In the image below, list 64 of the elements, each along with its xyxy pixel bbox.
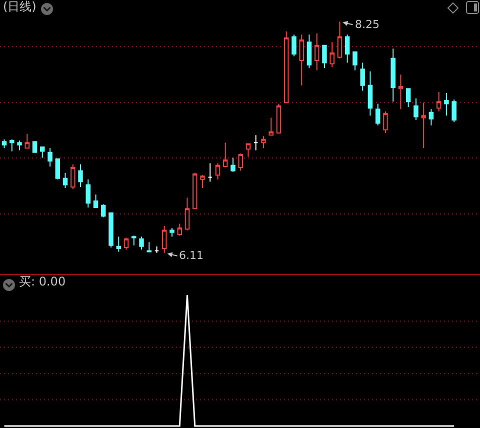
candlestick	[200, 174, 205, 189]
candlestick	[253, 134, 258, 151]
candlestick	[208, 162, 212, 182]
candlestick	[428, 108, 434, 126]
candlestick	[101, 204, 106, 218]
candlestick	[360, 62, 365, 92]
candlestick	[284, 30, 289, 104]
candlestick	[444, 92, 449, 116]
candlestick	[215, 162, 220, 180]
candlestick	[2, 138, 7, 149]
candlestick	[238, 152, 243, 172]
candlestick	[421, 102, 426, 149]
candlestick	[162, 225, 167, 254]
candlestick	[246, 143, 251, 158]
candlestick	[192, 172, 198, 210]
candlestick	[132, 235, 136, 246]
candlestick	[17, 140, 22, 151]
candlestick	[383, 110, 388, 134]
candlestick	[40, 146, 45, 158]
candlestick	[452, 98, 456, 123]
candlestick	[48, 148, 52, 167]
candlestick	[78, 164, 83, 188]
candlestick	[146, 242, 152, 252]
candlestick	[344, 34, 350, 64]
annotation: 6.11	[179, 249, 204, 262]
candlestick	[268, 117, 274, 136]
candlestick	[108, 212, 114, 248]
candlestick	[436, 91, 442, 112]
candlestick	[230, 157, 236, 172]
candlestick	[222, 142, 228, 167]
candlestick	[93, 194, 98, 208]
candlestick	[62, 172, 68, 189]
candlestick	[368, 70, 373, 116]
candlestick	[398, 74, 404, 110]
candlestick	[124, 237, 129, 250]
chart-title: (日线)	[3, 0, 36, 14]
candlestick	[414, 98, 418, 120]
annotation: 8.25	[355, 18, 380, 31]
candlestick	[86, 178, 90, 208]
candlestick	[55, 158, 60, 180]
candlestick	[330, 42, 334, 68]
candlestick	[139, 236, 144, 250]
candlestick	[32, 141, 38, 153]
candlestick	[337, 21, 342, 59]
candlestick	[390, 48, 396, 102]
candlestick	[70, 164, 76, 190]
candlestick	[375, 103, 380, 126]
chart-title: 买: 0.00	[19, 274, 66, 288]
candlestick	[406, 88, 411, 108]
candlestick	[292, 34, 296, 57]
candlestick	[10, 138, 14, 152]
candlestick	[276, 103, 282, 134]
candlestick	[352, 51, 358, 71]
candlestick	[170, 228, 174, 238]
candlestick	[314, 33, 320, 71]
candlestick	[306, 34, 312, 69]
candlestick	[154, 246, 160, 254]
candlestick	[177, 223, 182, 236]
candlestick	[116, 236, 121, 252]
candlestick	[184, 197, 190, 231]
candlestick	[322, 44, 327, 69]
candlestick	[261, 136, 266, 149]
candlestick	[24, 134, 30, 149]
candlestick	[299, 34, 304, 86]
